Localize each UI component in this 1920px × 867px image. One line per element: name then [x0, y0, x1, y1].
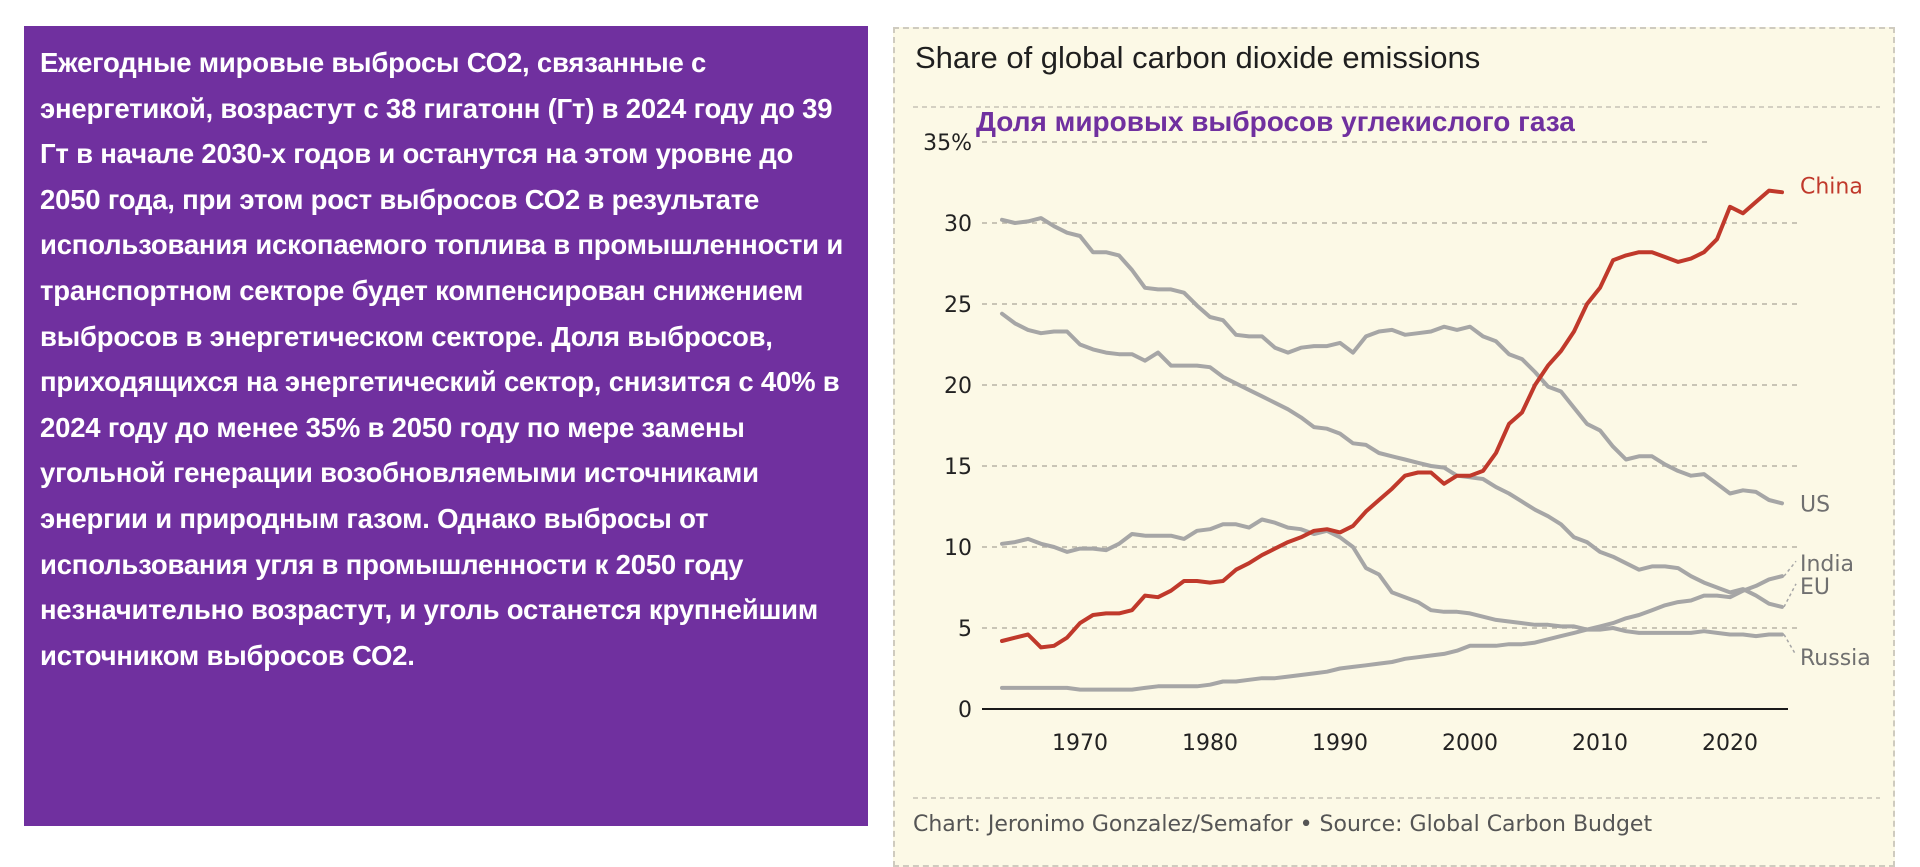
series-line-us — [1000, 216, 1784, 506]
series-line-eu — [1000, 311, 1784, 609]
y-axis-ticks: 0 5 10 15 20 25 30 35% — [923, 131, 972, 723]
chart-panel — [893, 27, 1895, 867]
y-tick-label: 35% — [923, 131, 972, 156]
text-panel: Ежегодные мировые выбросы СО2, связанные… — [24, 26, 868, 826]
x-tick-label: 2020 — [1702, 731, 1758, 756]
series-labels: US EU Russia India China — [1783, 175, 1871, 671]
series-label-china: China — [1800, 175, 1863, 200]
series-lines — [1000, 188, 1784, 692]
y-tick-label: 25 — [944, 293, 972, 318]
series-label-russia: Russia — [1800, 646, 1871, 671]
russian-subtitle: Доля мировых выбросов углекислого газа — [976, 106, 1575, 137]
series-label-us: US — [1800, 492, 1830, 517]
x-tick-label: 1970 — [1052, 731, 1108, 756]
x-tick-label: 2010 — [1572, 731, 1628, 756]
label-leader-line — [1783, 560, 1797, 577]
series-line-india — [1000, 574, 1784, 692]
y-tick-label: 0 — [958, 698, 972, 723]
series-line-russia — [1000, 517, 1784, 639]
x-tick-label: 1990 — [1312, 731, 1368, 756]
y-tick-label: 30 — [944, 212, 972, 237]
x-axis-ticks: 1970 1980 1990 2000 2010 2020 — [1052, 731, 1758, 756]
label-leader-line — [1783, 583, 1797, 608]
chart-footer: Chart: Jeronimo Gonzalez/Semafor • Sourc… — [913, 812, 1653, 837]
chart-title: Share of global carbon dioxide emissions — [915, 40, 1481, 75]
series-label-india: India — [1800, 552, 1854, 577]
x-tick-label: 2000 — [1442, 731, 1498, 756]
y-tick-label: 15 — [944, 455, 972, 480]
series-label-eu: EU — [1800, 575, 1830, 600]
label-leader-line — [1783, 634, 1797, 656]
series-line-china — [1000, 188, 1784, 650]
text-panel-paragraph: Ежегодные мировые выбросы СО2, связанные… — [40, 47, 844, 671]
y-tick-label: 5 — [958, 617, 972, 642]
y-tick-label: 10 — [944, 536, 972, 561]
x-tick-label: 1980 — [1182, 731, 1238, 756]
gridlines — [913, 106, 1880, 629]
y-tick-label: 20 — [944, 374, 972, 399]
